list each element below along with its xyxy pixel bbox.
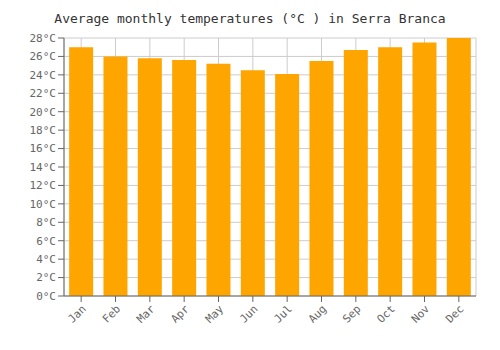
- svg-text:2°C: 2°C: [36, 271, 56, 284]
- svg-text:26°C: 26°C: [30, 50, 57, 63]
- svg-text:Nov: Nov: [409, 302, 433, 326]
- svg-text:Oct: Oct: [375, 302, 398, 325]
- svg-text:16°C: 16°C: [30, 142, 57, 155]
- html-text:Average monthly temperatures (: Average monthly temperatures (°C ) in Se…: [54, 11, 446, 26]
- svg-text:22°C: 22°C: [30, 87, 57, 100]
- svg-text:Apr: Apr: [169, 302, 193, 326]
- svg-text:Mar: Mar: [134, 302, 158, 326]
- svg-text:18°C: 18°C: [30, 124, 57, 137]
- svg-text:12°C: 12°C: [30, 179, 57, 192]
- svg-text:Jun: Jun: [237, 302, 260, 325]
- svg-text:Feb: Feb: [100, 302, 123, 325]
- svg-text:10°C: 10°C: [30, 198, 57, 211]
- svg-text:4°C: 4°C: [36, 253, 56, 266]
- svg-text:May: May: [203, 302, 227, 326]
- svg-text:14°C: 14°C: [30, 161, 57, 174]
- svg-text:8°C: 8°C: [36, 216, 56, 229]
- svg-text:20°C: 20°C: [30, 106, 57, 119]
- svg-text:24°C: 24°C: [30, 69, 57, 82]
- svg-text:Jan: Jan: [66, 302, 89, 325]
- svg-text:Sep: Sep: [340, 302, 363, 325]
- svg-text:Jul: Jul: [272, 302, 295, 325]
- svg-text:28°C: 28°C: [30, 32, 57, 45]
- svg-text:Aug: Aug: [306, 302, 329, 325]
- svg-text:6°C: 6°C: [36, 235, 56, 248]
- svg-text:Dec: Dec: [443, 302, 466, 325]
- svg-text:0°C: 0°C: [36, 290, 56, 303]
